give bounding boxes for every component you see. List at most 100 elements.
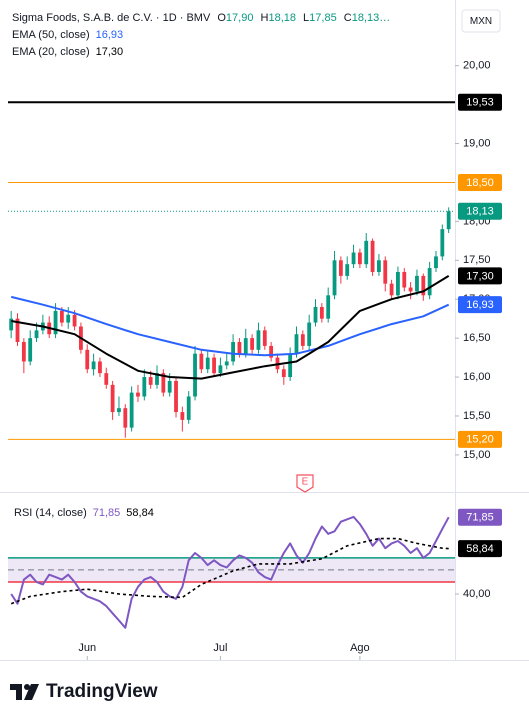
x-tick-label: Jul <box>213 642 227 654</box>
candle-body <box>408 287 413 292</box>
candle-body <box>415 275 419 292</box>
candle-body <box>389 283 394 296</box>
ohlc-value: 18,18 <box>268 12 296 24</box>
y-tick-label: 15,50 <box>463 410 491 422</box>
price-badge <box>458 173 502 191</box>
candle-body <box>186 396 191 420</box>
price-badge <box>458 508 502 526</box>
x-tick-label: Jun <box>78 642 96 654</box>
price-badge-label: 18,50 <box>466 177 494 189</box>
candle-body <box>231 342 235 362</box>
candle-body <box>72 314 77 327</box>
legend-value: 17,30 <box>96 46 124 58</box>
ohlc-key: L <box>303 12 309 24</box>
legend-value: 16,93 <box>96 29 124 41</box>
candle-body <box>326 295 331 319</box>
price-badge-label: 17,30 <box>466 270 494 282</box>
candle-body <box>332 260 337 296</box>
price-badge <box>458 267 502 285</box>
candle-body <box>155 373 159 385</box>
candle-body <box>218 365 223 374</box>
candle-body <box>174 380 178 413</box>
candle-body <box>59 310 64 323</box>
candle-body <box>117 408 121 413</box>
candle-body <box>161 373 166 393</box>
indicator-line <box>11 275 450 380</box>
header: Sigma Foods, S.A.B. de C.V. · 1D · BMV O… <box>12 12 390 24</box>
ohlc-key: C <box>344 12 352 24</box>
candle-body <box>15 318 20 343</box>
price-badge-label: 15,20 <box>466 434 494 446</box>
x-tick-label: Ago <box>350 642 370 654</box>
indicator-line <box>10 537 449 605</box>
legend-name: EMA (20, close) <box>12 46 90 58</box>
candle-body <box>110 384 115 413</box>
candle-body <box>9 318 14 331</box>
brand-icon <box>24 684 30 690</box>
candle-body <box>256 330 261 350</box>
candle-body <box>167 380 172 393</box>
price-badge-label: 71,85 <box>466 512 494 524</box>
candle-body <box>300 334 305 346</box>
price-badge <box>458 430 502 448</box>
brand: TradingView <box>10 681 158 702</box>
candle-body <box>440 229 445 257</box>
candle-body <box>53 310 58 335</box>
candle-body <box>313 306 318 323</box>
indicator-line <box>10 515 450 629</box>
event-label: E <box>302 477 309 488</box>
candle-body <box>427 268 432 296</box>
candle-body <box>243 338 248 354</box>
candle-body <box>396 271 400 296</box>
candle-body <box>34 330 39 339</box>
ohlc-key: H <box>261 12 269 24</box>
ohlc-value: 17,85 <box>309 12 337 24</box>
ohlc-value: 18,13… <box>352 12 391 24</box>
price-badge <box>458 296 502 314</box>
event-frame <box>296 474 314 493</box>
price-badge-label: 58,84 <box>466 543 494 555</box>
candle-body <box>434 256 438 269</box>
ohlc-key: O <box>217 12 226 24</box>
candle-body <box>142 377 147 397</box>
candle-body <box>85 349 90 370</box>
y-tick-label: 20,00 <box>463 60 491 72</box>
legend-name: EMA (50, close) <box>12 29 90 41</box>
event-marker[interactable]: E <box>296 474 314 493</box>
candle-body <box>212 357 216 374</box>
candle-body <box>364 240 369 265</box>
candle-body <box>383 260 388 284</box>
candle-body <box>307 322 312 346</box>
currency-button[interactable]: MXN <box>461 9 501 33</box>
candle-body <box>180 412 185 420</box>
legend-value: 58,84 <box>126 507 154 519</box>
y-tick-label: 16,00 <box>463 371 491 383</box>
candle-body <box>129 392 134 428</box>
candle-body <box>28 338 33 362</box>
y-tick-label: 19,00 <box>463 137 491 149</box>
indicator-line <box>10 295 450 357</box>
candle-body <box>446 211 451 230</box>
brand-icon <box>24 684 39 700</box>
price-badge <box>458 540 502 558</box>
price-badge <box>458 202 502 220</box>
candle-body <box>288 353 293 378</box>
candle-body <box>402 271 407 288</box>
candle-body <box>377 260 381 272</box>
price-badge <box>458 93 502 111</box>
legend-value: 71,85 <box>93 507 121 519</box>
candle-body <box>294 334 299 354</box>
candle-body <box>98 361 102 374</box>
candle-body <box>351 252 356 265</box>
ohlc-value: 17,90 <box>226 12 254 24</box>
candle-body <box>104 373 109 385</box>
currency-label: MXN <box>470 16 492 27</box>
candle-body <box>421 275 426 296</box>
legend-entry: RSI (14, close) 71,85 58,84 <box>14 507 154 519</box>
price-badge-label: 16,93 <box>466 299 494 311</box>
candle-body <box>199 353 204 370</box>
y-tick-label: 17,50 <box>463 254 491 266</box>
y-tick-label: 15,00 <box>463 449 491 461</box>
